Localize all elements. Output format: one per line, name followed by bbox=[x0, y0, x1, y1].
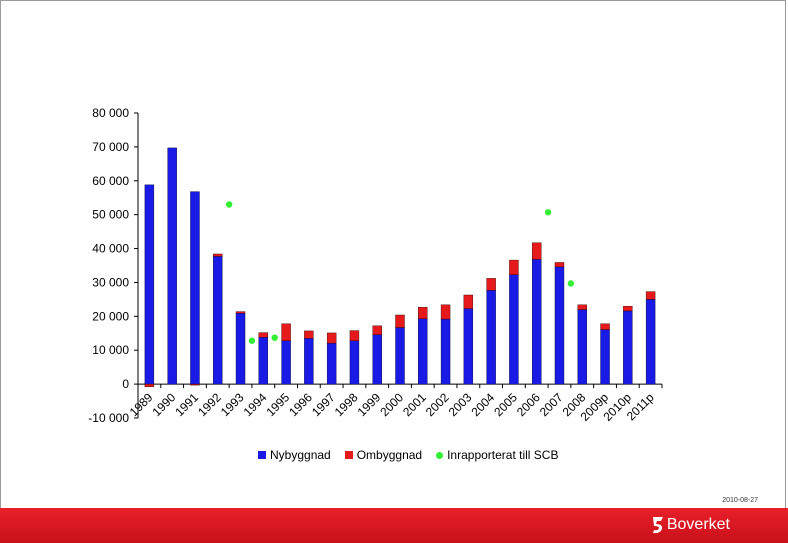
bar-nybyggnad bbox=[531, 259, 542, 385]
bar-ombyggnad bbox=[190, 383, 200, 386]
y-tick-label: 70 000 bbox=[92, 140, 129, 154]
y-tick-label: 10 000 bbox=[92, 343, 129, 357]
bar-nybyggnad bbox=[281, 340, 291, 385]
x-tick-label: 2006 bbox=[514, 390, 543, 419]
bar-ombyggnad bbox=[623, 305, 633, 312]
x-tick-label: 2004 bbox=[468, 390, 497, 419]
y-tick-label: 20 000 bbox=[92, 309, 129, 323]
y-tick-label: -10 000 bbox=[88, 411, 129, 425]
bar-nybyggnad bbox=[577, 309, 587, 385]
scb-point bbox=[248, 337, 256, 344]
x-tick-label: 1998 bbox=[332, 390, 361, 419]
x-tick-label: 2001 bbox=[400, 390, 429, 419]
legend-swatch-nybyggnad-icon bbox=[258, 451, 266, 459]
bar-nybyggnad bbox=[645, 299, 656, 385]
bar-ombyggnad bbox=[577, 304, 587, 310]
scb-point bbox=[544, 209, 552, 216]
bar-nybyggnad bbox=[440, 318, 451, 385]
scb-point bbox=[271, 334, 278, 341]
x-tick-label: 2011p bbox=[624, 390, 657, 423]
bar-ombyggnad bbox=[463, 294, 474, 309]
bar-nybyggnad bbox=[235, 313, 246, 385]
bar-ombyggnad bbox=[600, 323, 610, 330]
x-tick-label: 2007 bbox=[537, 390, 566, 419]
bar-ombyggnad bbox=[258, 332, 269, 338]
bar-nybyggnad bbox=[190, 191, 200, 385]
x-tick-label: 1994 bbox=[241, 390, 270, 419]
bar-ombyggnad bbox=[349, 330, 360, 341]
bar-nybyggnad bbox=[304, 338, 314, 385]
y-tick-label: 30 000 bbox=[92, 275, 129, 289]
boverket-logo-mark-icon bbox=[652, 517, 663, 534]
legend-dot-scb-icon bbox=[436, 451, 444, 459]
bar-nybyggnad bbox=[144, 184, 155, 385]
bar-nybyggnad bbox=[349, 340, 360, 385]
bar-ombyggnad bbox=[281, 323, 291, 341]
bar-ombyggnad bbox=[326, 332, 337, 344]
bar-nybyggnad bbox=[554, 266, 565, 385]
y-tick-label: 0 bbox=[122, 377, 129, 391]
bar-nybyggnad bbox=[167, 147, 177, 385]
x-tick-label: 1991 bbox=[172, 390, 201, 419]
bar-ombyggnad bbox=[144, 383, 155, 388]
x-tick-label: 1990 bbox=[150, 390, 179, 419]
chart-legend: Nybyggnad Ombyggnad Inrapporterat till S… bbox=[258, 448, 558, 462]
x-tick-label: 1992 bbox=[195, 390, 224, 419]
bar-nybyggnad bbox=[326, 342, 337, 385]
bar-ombyggnad bbox=[304, 330, 314, 339]
bar-ombyggnad bbox=[395, 314, 405, 328]
x-tick-label: 1999 bbox=[355, 390, 384, 419]
bar-nybyggnad bbox=[258, 337, 269, 385]
legend-item-ombyggnad: Ombyggnad bbox=[344, 448, 423, 462]
x-tick-label: 1989 bbox=[127, 390, 156, 419]
legend-swatch-ombyggnad-icon bbox=[344, 451, 353, 459]
bar-ombyggnad bbox=[418, 306, 428, 319]
bar-ombyggnad bbox=[554, 262, 565, 268]
bar-nybyggnad bbox=[463, 308, 474, 385]
x-tick-label: 1995 bbox=[263, 390, 292, 419]
x-tick-label: 2005 bbox=[491, 390, 520, 419]
stacked-bar-chart: -10 000 0 10 000 20 000 30 000 40 000 50 000 60… bbox=[88, 106, 663, 425]
bar-nybyggnad bbox=[486, 290, 496, 385]
boverket-logo: Boverket bbox=[651, 516, 730, 534]
y-tick-label: 50 000 bbox=[92, 208, 129, 222]
bar-ombyggnad bbox=[213, 253, 223, 257]
bar-ombyggnad bbox=[486, 278, 496, 291]
bar-nybyggnad bbox=[509, 274, 519, 385]
legend-item-nybyggnad: Nybyggnad bbox=[258, 448, 331, 462]
legend-label-nybyggnad: Nybyggnad bbox=[270, 448, 331, 462]
x-tick-label: 1997 bbox=[309, 390, 338, 419]
bar-ombyggnad bbox=[509, 259, 519, 275]
y-tick-label: 40 000 bbox=[92, 242, 129, 256]
scb-point bbox=[225, 201, 233, 208]
bar-nybyggnad bbox=[372, 334, 382, 385]
bar-nybyggnad bbox=[213, 256, 223, 385]
y-tick-label: 80 000 bbox=[92, 106, 129, 120]
y-tick-label: 60 000 bbox=[92, 174, 129, 188]
bar-nybyggnad bbox=[600, 329, 610, 385]
bar-ombyggnad bbox=[372, 325, 382, 335]
legend-label-ombyggnad: Ombyggnad bbox=[356, 448, 423, 462]
x-tick-label: 2000 bbox=[377, 390, 406, 419]
slide-date: 2010-08-27 bbox=[722, 497, 758, 504]
legend-label-scb: Inrapporterat till SCB bbox=[447, 448, 559, 462]
scb-point bbox=[567, 280, 575, 287]
bar-ombyggnad bbox=[440, 304, 451, 320]
legend-item-scb: Inrapporterat till SCB bbox=[436, 448, 558, 462]
x-tick-label: 1996 bbox=[286, 390, 315, 419]
x-tick-label: 1993 bbox=[218, 390, 247, 419]
boverket-logo-text: Boverket bbox=[666, 516, 730, 533]
bar-nybyggnad bbox=[623, 310, 633, 385]
bar-ombyggnad bbox=[235, 311, 246, 314]
bar-ombyggnad bbox=[645, 291, 656, 300]
bar-nybyggnad bbox=[418, 318, 428, 385]
x-tick-label: 2002 bbox=[423, 390, 452, 419]
bar-nybyggnad bbox=[395, 327, 405, 385]
x-tick-label: 2003 bbox=[446, 390, 475, 419]
bar-ombyggnad bbox=[531, 242, 542, 260]
